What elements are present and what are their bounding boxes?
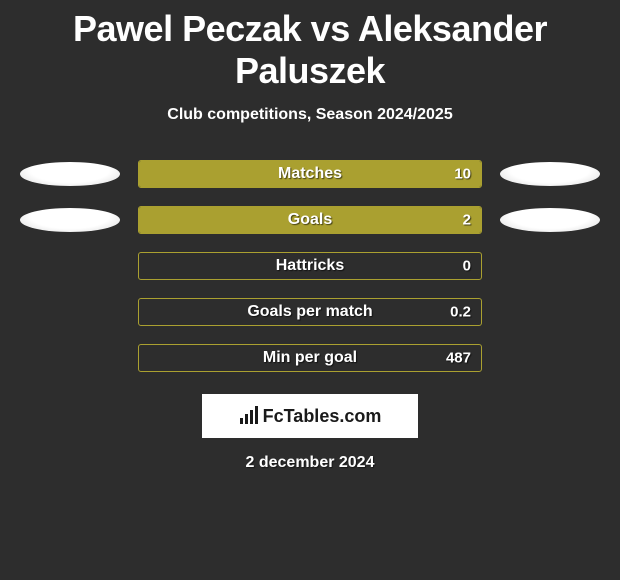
stats-list: Matches10 Goals2 Hattricks0 Goals per match… — [0, 160, 620, 372]
stat-bar-fill — [139, 207, 481, 233]
avatar-placeholder — [10, 254, 110, 278]
stat-value: 0.2 — [450, 304, 471, 321]
stat-row: Min per goal487 — [0, 344, 620, 372]
player-avatar-left — [20, 162, 120, 186]
stat-row: Goals2 — [0, 206, 620, 234]
stat-bar-fill — [139, 161, 481, 187]
brand-text: FcTables.com — [263, 406, 382, 427]
stat-bar: Min per goal487 — [138, 344, 482, 372]
bars-icon — [239, 406, 259, 426]
avatar-placeholder — [10, 346, 110, 370]
player-avatar-right — [500, 162, 600, 186]
avatar-placeholder — [510, 254, 610, 278]
page-title: Pawel Peczak vs Aleksander Paluszek — [0, 8, 620, 92]
stat-label: Goals per match — [139, 303, 481, 321]
comparison-card: Pawel Peczak vs Aleksander Paluszek Club… — [0, 0, 620, 580]
stat-value: 487 — [446, 350, 471, 367]
avatar-placeholder — [510, 346, 610, 370]
stat-label: Hattricks — [139, 257, 481, 275]
player-avatar-left — [20, 208, 120, 232]
stat-bar: Goals2 — [138, 206, 482, 234]
stat-row: Hattricks0 — [0, 252, 620, 280]
stat-bar: Hattricks0 — [138, 252, 482, 280]
stat-row: Goals per match0.2 — [0, 298, 620, 326]
stat-row: Matches10 — [0, 160, 620, 188]
avatar-placeholder — [510, 300, 610, 324]
player-avatar-right — [500, 208, 600, 232]
stat-value: 0 — [463, 258, 471, 275]
page-subtitle: Club competitions, Season 2024/2025 — [167, 106, 452, 124]
footer-date: 2 december 2024 — [246, 454, 375, 472]
avatar-placeholder — [10, 300, 110, 324]
stat-bar: Goals per match0.2 — [138, 298, 482, 326]
brand-link[interactable]: FcTables.com — [202, 394, 418, 438]
stat-label: Min per goal — [139, 349, 481, 367]
stat-bar: Matches10 — [138, 160, 482, 188]
